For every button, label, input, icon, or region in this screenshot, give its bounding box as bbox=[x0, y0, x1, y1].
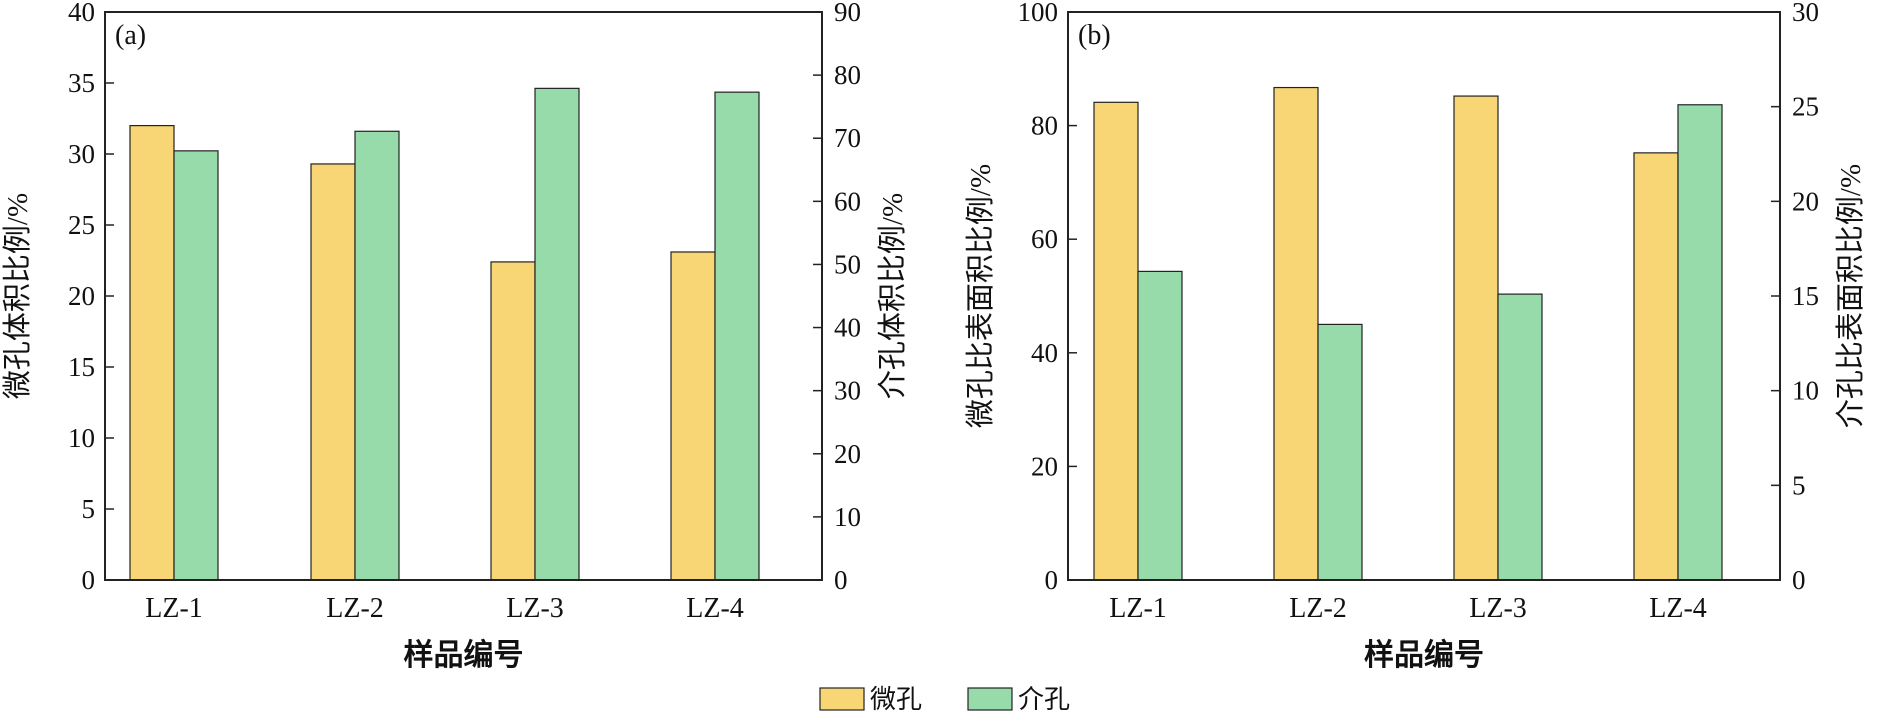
y-left-tick-label: 0 bbox=[1045, 565, 1059, 595]
y-right-tick-label: 70 bbox=[834, 123, 861, 153]
y-right-tick-label: 30 bbox=[834, 376, 861, 406]
x-tick-label: LZ-4 bbox=[1649, 593, 1707, 624]
y-left-tick-label: 40 bbox=[1031, 338, 1058, 368]
y-left-tick-label: 15 bbox=[68, 352, 95, 382]
x-axis-ticks: LZ-1 LZ-2 LZ-3 LZ-4 bbox=[145, 593, 744, 624]
y-left-tick-label: 20 bbox=[1031, 451, 1058, 481]
y-left-tick-label: 80 bbox=[1031, 111, 1058, 141]
y-right-tick-label: 0 bbox=[834, 565, 848, 595]
bar-micro-lz-4 bbox=[1633, 152, 1679, 581]
bar-micro-lz-1 bbox=[129, 124, 175, 581]
y-left-tick-label: 35 bbox=[68, 68, 95, 98]
bar-micro-lz-4 bbox=[670, 251, 716, 581]
x-tick-label: LZ-1 bbox=[145, 593, 203, 624]
y-right-tick-label: 20 bbox=[834, 439, 861, 469]
y-right-tick-label: 25 bbox=[1792, 92, 1819, 122]
y-axis-left-ticks: 0 5 10 15 20 25 30 35 40 bbox=[68, 0, 114, 595]
x-tick-label: LZ-2 bbox=[1289, 593, 1347, 624]
x-tick-label: LZ-3 bbox=[506, 593, 564, 624]
y-left-tick-label: 40 bbox=[68, 0, 95, 27]
y-axis-left-title: 微孔比表面积比例/% bbox=[964, 164, 997, 428]
chart-panel-b: 0 20 40 60 80 100 0 5 10 15 20 25 30 LZ-1 LZ-2 LZ-3 LZ-4… bbox=[964, 0, 1867, 672]
bar-meso-lz-1 bbox=[1137, 270, 1183, 581]
bar-meso-lz-3 bbox=[534, 87, 580, 581]
y-left-tick-label: 10 bbox=[68, 423, 95, 453]
x-tick-label: LZ-4 bbox=[686, 593, 744, 624]
y-right-tick-label: 0 bbox=[1792, 565, 1806, 595]
bar-meso-lz-4 bbox=[714, 91, 760, 581]
legend: 微孔 介孔 bbox=[819, 685, 1070, 714]
x-axis-ticks: LZ-1 LZ-2 LZ-3 LZ-4 bbox=[1109, 593, 1707, 624]
bar-micro-lz-3 bbox=[490, 261, 536, 581]
y-right-tick-label: 80 bbox=[834, 60, 861, 90]
y-axis-left-title: 微孔体积比例/% bbox=[1, 193, 34, 399]
panel-label: (a) bbox=[115, 20, 146, 51]
y-right-tick-label: 20 bbox=[1792, 186, 1819, 216]
bar-micro-lz-3 bbox=[1453, 95, 1499, 581]
panel-label: (b) bbox=[1078, 20, 1111, 51]
y-axis-right-title: 介孔比表面积比例/% bbox=[1834, 164, 1867, 428]
y-axis-left-ticks: 0 20 40 60 80 100 bbox=[1018, 0, 1077, 595]
x-tick-label: LZ-1 bbox=[1109, 593, 1167, 624]
x-tick-label: LZ-3 bbox=[1469, 593, 1527, 624]
bar-meso-lz-1 bbox=[173, 150, 219, 581]
y-left-tick-label: 0 bbox=[82, 565, 96, 595]
bar-meso-lz-3 bbox=[1497, 293, 1543, 581]
y-left-tick-label: 100 bbox=[1018, 0, 1059, 27]
legend-swatch-meso bbox=[967, 687, 1013, 711]
y-right-tick-label: 60 bbox=[834, 186, 861, 216]
legend-swatch-micro bbox=[819, 687, 865, 711]
y-right-tick-label: 15 bbox=[1792, 281, 1819, 311]
legend-label-micro: 微孔 bbox=[870, 685, 922, 714]
y-axis-right-ticks: 0 5 10 15 20 25 30 bbox=[1771, 0, 1819, 595]
y-left-tick-label: 5 bbox=[82, 494, 96, 524]
y-left-tick-label: 60 bbox=[1031, 224, 1058, 254]
y-right-tick-label: 5 bbox=[1792, 470, 1806, 500]
bar-meso-lz-2 bbox=[1317, 323, 1363, 581]
y-left-tick-label: 30 bbox=[68, 139, 95, 169]
y-right-tick-label: 50 bbox=[834, 249, 861, 279]
bar-micro-lz-2 bbox=[310, 163, 356, 581]
y-left-tick-label: 20 bbox=[68, 281, 95, 311]
bar-micro-lz-2 bbox=[1273, 86, 1319, 581]
y-right-tick-label: 10 bbox=[834, 502, 861, 532]
bar-meso-lz-4 bbox=[1677, 104, 1723, 581]
x-tick-label: LZ-2 bbox=[326, 593, 384, 624]
bar-meso-lz-2 bbox=[354, 130, 400, 581]
y-axis-right-ticks: 0 10 20 30 40 50 60 70 80 90 bbox=[813, 0, 861, 595]
legend-label-meso: 介孔 bbox=[1018, 685, 1070, 714]
y-axis-right-title: 介孔体积比例/% bbox=[876, 193, 909, 399]
y-right-tick-label: 40 bbox=[834, 313, 861, 343]
x-axis-title: 样品编号 bbox=[404, 638, 524, 672]
y-right-tick-label: 10 bbox=[1792, 376, 1819, 406]
y-right-tick-label: 90 bbox=[834, 0, 861, 27]
bar-micro-lz-1 bbox=[1093, 101, 1139, 581]
y-left-tick-label: 25 bbox=[68, 210, 95, 240]
x-axis-title: 样品编号 bbox=[1364, 638, 1484, 672]
y-right-tick-label: 30 bbox=[1792, 0, 1819, 27]
